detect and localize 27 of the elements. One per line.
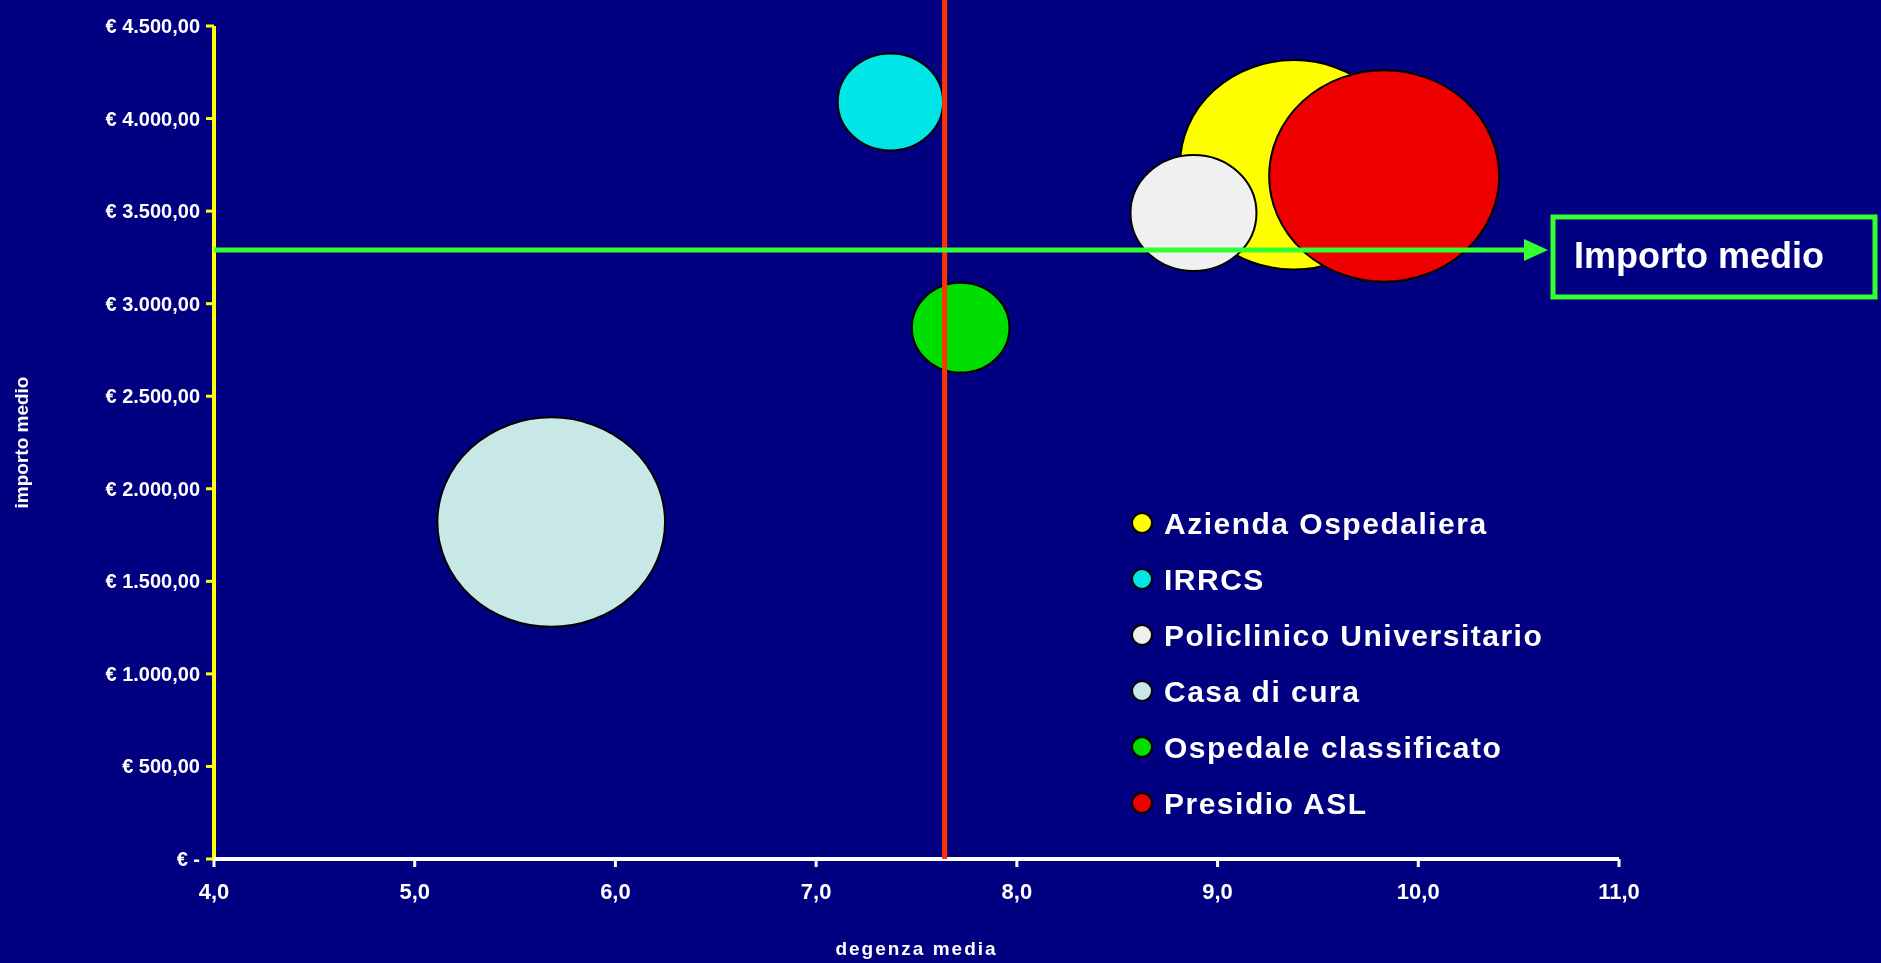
y-tick-label: € - xyxy=(176,848,200,870)
x-tick-label: 4,0 xyxy=(198,879,230,904)
legend-label: Presidio ASL xyxy=(1164,786,1368,820)
legend-label: Ospedale classificato xyxy=(1164,730,1503,764)
y-tick-label: € 2.500,00 xyxy=(105,385,200,408)
x-axis-title: degenza media xyxy=(835,938,998,959)
y-tick-label: € 3.500,00 xyxy=(105,200,200,223)
x-tick-label: 5,0 xyxy=(399,879,431,904)
y-tick-label: € 500,00 xyxy=(122,755,200,778)
y-tick-label: € 2.000,00 xyxy=(105,477,200,500)
legend-label: Policlinico Universitario xyxy=(1164,618,1544,652)
y-tick-label: € 4.000,00 xyxy=(105,107,200,130)
legend-label: Casa di cura xyxy=(1164,674,1361,708)
ref-line-label: Importo medio xyxy=(1574,234,1824,276)
x-tick-label: 7,0 xyxy=(800,879,832,904)
y-axis-title: importo medio xyxy=(11,376,32,509)
x-tick-label: 6,0 xyxy=(600,879,631,904)
x-tick-label: 11,0 xyxy=(1598,879,1640,904)
legend-label: Azienda Ospedaliera xyxy=(1164,506,1488,540)
legend-label: IRRCS xyxy=(1164,562,1265,596)
y-tick-label: € 1.000,00 xyxy=(105,662,200,685)
x-tick-label: 9,0 xyxy=(1202,879,1233,904)
x-tick-label: 8,0 xyxy=(1001,879,1033,904)
y-tick-label: € 4.500,00 xyxy=(105,15,200,37)
y-tick-label: € 1.500,00 xyxy=(105,570,200,593)
x-tick-label: 10,0 xyxy=(1396,879,1440,904)
y-tick-label: € 3.000,00 xyxy=(105,292,200,315)
